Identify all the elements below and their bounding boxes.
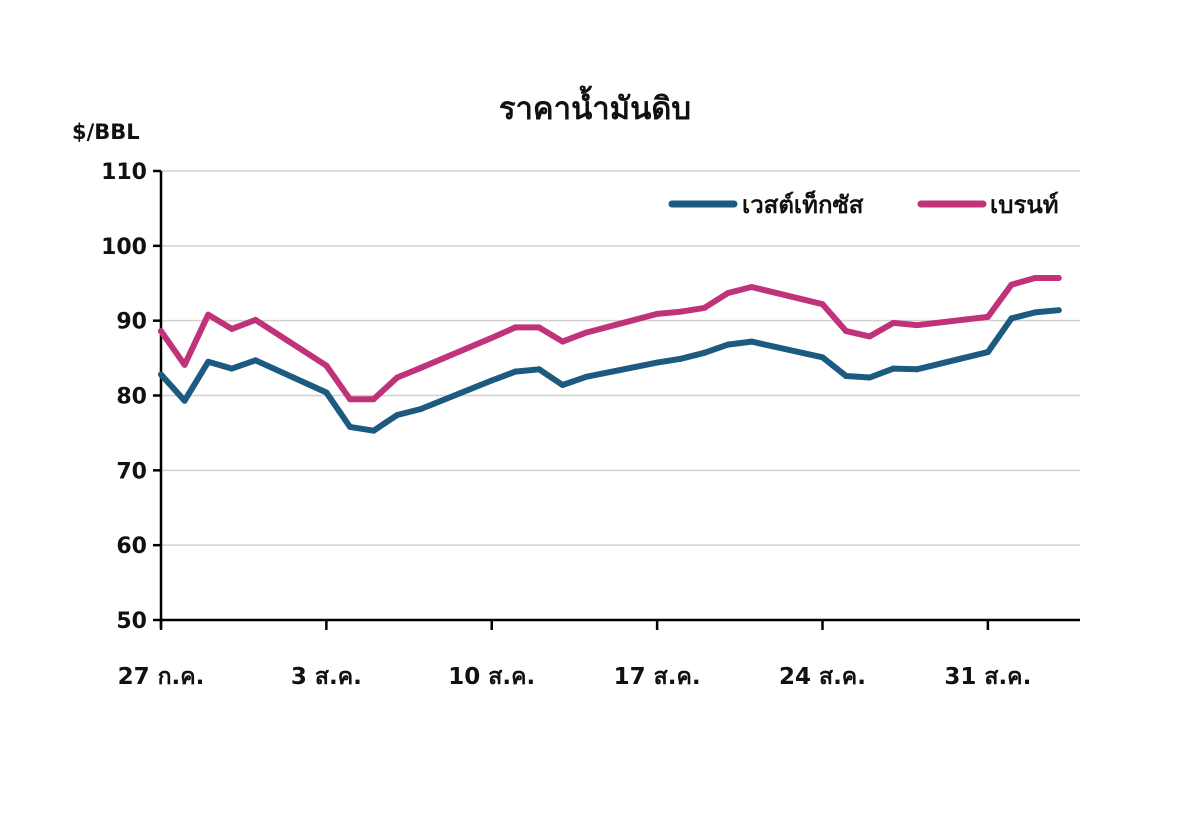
x-tick-label: 31 ส.ค. (944, 664, 1031, 690)
data-point (512, 324, 519, 331)
data-point (559, 338, 566, 345)
data-point (394, 411, 401, 418)
data-point (1055, 275, 1062, 282)
data-point (181, 361, 188, 368)
y-tick-label: 90 (116, 310, 147, 335)
data-point (654, 359, 661, 366)
series-lines (158, 275, 1062, 434)
data-point (488, 334, 495, 341)
data-point (323, 362, 330, 369)
data-point (890, 319, 897, 326)
data-point (181, 397, 188, 404)
data-point (890, 365, 897, 372)
data-point (535, 366, 542, 373)
x-tick-label: 17 ส.ค. (614, 664, 701, 690)
data-point (417, 364, 424, 371)
data-point (488, 377, 495, 384)
data-point (512, 368, 519, 375)
y-axis-unit-label: $/BBL (72, 120, 140, 144)
data-point (843, 328, 850, 335)
data-point (252, 316, 259, 323)
data-point (323, 389, 330, 396)
data-point (252, 357, 259, 364)
data-point (724, 341, 731, 348)
data-point (1055, 307, 1062, 314)
data-point (370, 396, 377, 403)
x-tick-label: 10 ส.ค. (448, 664, 535, 690)
x-tick-label: 27 ก.ค. (118, 664, 205, 690)
data-point (677, 355, 684, 362)
data-point (205, 358, 212, 365)
data-point (228, 365, 235, 372)
data-point (228, 325, 235, 332)
data-point (535, 324, 542, 331)
data-point (984, 313, 991, 320)
axes (159, 171, 1080, 628)
data-point (654, 310, 661, 317)
x-axis-ticks: 27 ก.ค. 3 ส.ค. 10 ส.ค. 17 ส.ค. 24 ส.ค. 31 ส.ค… (118, 620, 1031, 690)
data-point (417, 405, 424, 412)
x-tick-label: 3 ส.ค. (291, 664, 362, 690)
data-point (583, 329, 590, 336)
y-tick-label: 70 (116, 459, 147, 484)
data-point (701, 304, 708, 311)
legend-label: เบรนท์ (990, 191, 1059, 219)
data-point (583, 373, 590, 380)
data-point (1008, 281, 1015, 288)
data-point (1032, 309, 1039, 316)
data-point (843, 373, 850, 380)
x-tick-label: 24 ส.ค. (779, 664, 866, 690)
data-point (913, 322, 920, 329)
data-point (394, 374, 401, 381)
data-point (819, 354, 826, 361)
data-point (913, 366, 920, 373)
y-tick-label: 80 (116, 385, 147, 410)
data-point (866, 374, 873, 381)
data-point (158, 328, 164, 335)
data-point (370, 427, 377, 434)
data-point (205, 311, 212, 318)
data-point (701, 349, 708, 356)
data-point (819, 301, 826, 308)
data-point (677, 308, 684, 315)
data-point (866, 333, 873, 340)
data-point (724, 289, 731, 296)
data-point (984, 349, 991, 356)
data-point (559, 382, 566, 389)
data-point (346, 396, 353, 403)
data-point (1032, 275, 1039, 282)
y-tick-label: 110 (101, 160, 147, 185)
y-axis-ticks: 110 100 90 80 70 60 50 (101, 160, 161, 634)
data-point (346, 423, 353, 430)
gridlines (161, 170, 1080, 546)
data-point (748, 338, 755, 345)
data-point (1008, 315, 1015, 322)
legend: เวสต์เท็กซัส เบรนท์ (668, 190, 1059, 219)
y-tick-label: 50 (116, 609, 147, 634)
data-point (158, 371, 164, 378)
y-tick-label: 60 (116, 534, 147, 559)
chart-title: ราคาน้ำมันดิบ (499, 85, 691, 127)
legend-label: เวสต์เท็กซัส (742, 190, 864, 219)
data-point (748, 283, 755, 290)
y-tick-label: 100 (101, 235, 147, 260)
